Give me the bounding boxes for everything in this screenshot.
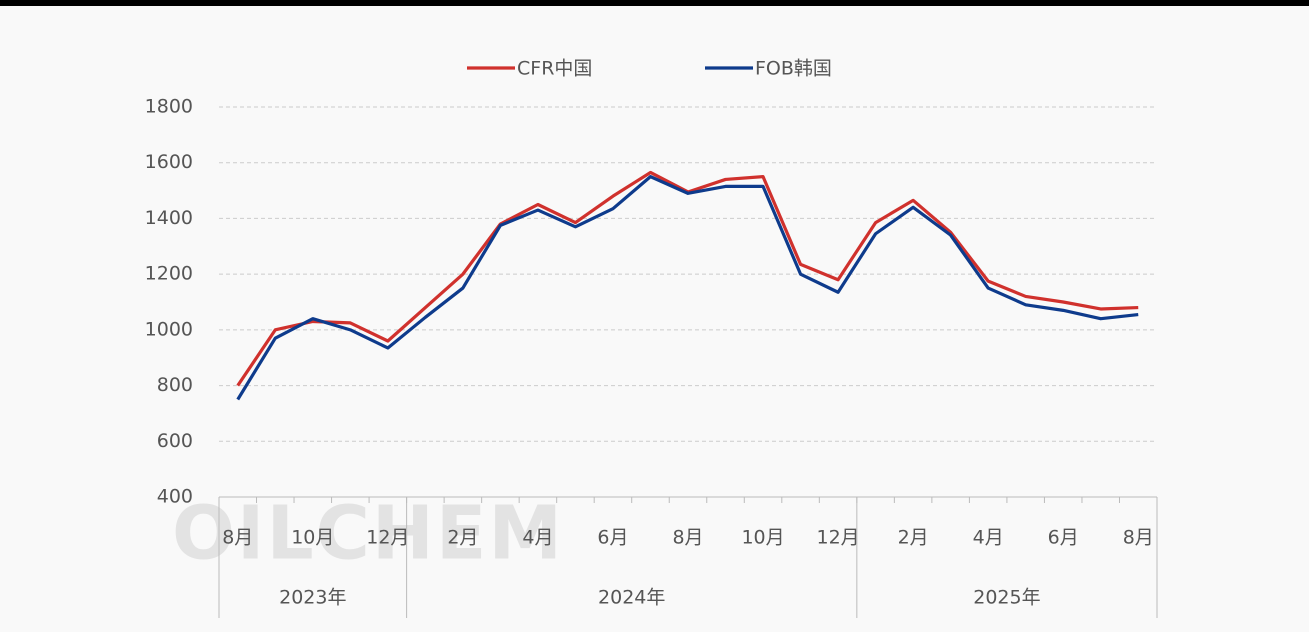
x-tick-label: 2月: [898, 527, 929, 549]
group-label: 2024年: [598, 587, 665, 609]
x-tick-label: 6月: [597, 527, 628, 549]
x-tick-label: 2月: [447, 527, 478, 549]
y-tick-label: 1400: [145, 207, 193, 229]
x-tick-label: 12月: [816, 527, 859, 549]
y-tick-label: 1000: [145, 318, 193, 340]
x-tick-label: 4月: [973, 527, 1004, 549]
x-tick-label: 12月: [366, 527, 409, 549]
x-tick-label: 8月: [222, 527, 253, 549]
watermark: OILCHEM: [172, 491, 564, 577]
x-tick-label: 6月: [1048, 527, 1079, 549]
x-tick-label: 8月: [1123, 527, 1154, 549]
y-tick-label: 1600: [145, 151, 193, 173]
group-label: 2025年: [973, 587, 1040, 609]
y-tick-label: 1200: [145, 263, 193, 285]
y-tick-label: 800: [157, 374, 193, 396]
x-tick-label: 8月: [672, 527, 703, 549]
x-tick-label: 4月: [522, 527, 553, 549]
y-tick-label: 400: [157, 486, 193, 508]
group-label: 2023年: [279, 587, 346, 609]
y-tick-label: 1800: [145, 96, 193, 118]
legend-label: FOB韩国: [755, 58, 832, 80]
top-bar: [0, 0, 1309, 6]
series-line: [236, 175, 1139, 401]
x-tick-label: 10月: [291, 527, 334, 549]
x-tick-label: 10月: [741, 527, 784, 549]
y-tick-label: 600: [157, 430, 193, 452]
legend-label: CFR中国: [517, 58, 592, 80]
